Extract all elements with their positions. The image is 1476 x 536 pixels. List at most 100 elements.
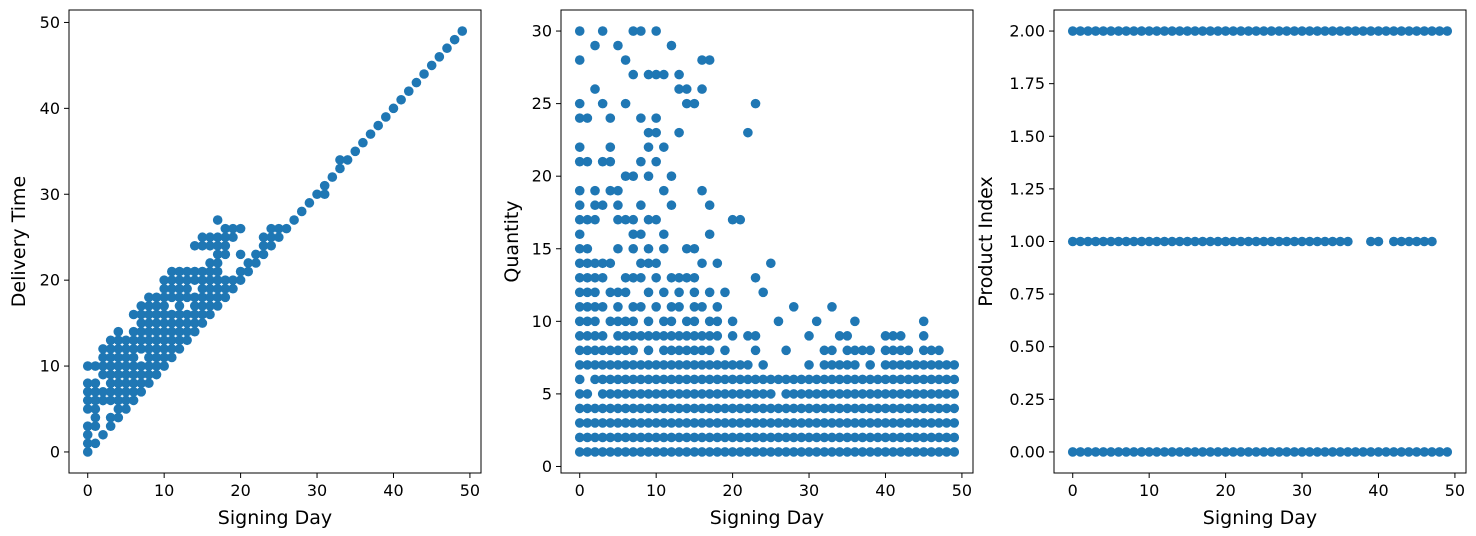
data-point [918,432,929,443]
data-point [1251,236,1261,247]
data-point [666,302,677,312]
data-point [128,326,139,337]
data-point [766,418,776,428]
data-point [403,86,414,96]
data-point [113,412,124,423]
x-axis-label: Signing Day [218,507,332,529]
data-point [590,185,600,196]
y-tick-label: 40 [40,99,60,118]
data-point [1098,447,1109,457]
data-point [934,447,944,457]
data-point [827,345,837,356]
data-point [1220,26,1231,36]
data-point [1327,447,1338,457]
data-point [266,232,276,243]
data-point [121,344,131,354]
data-point [1304,236,1315,247]
data-point [358,137,368,148]
scatter-panel-product-index: 0 10 20 30 40 50 0.00 0.25 0.50 0.75 1.00 1.25 1.50 1… [975,9,1467,529]
data-point [659,185,669,196]
data-point [151,326,162,337]
data-point [205,283,215,294]
y-tick-label: 0.00 [1009,442,1045,461]
data-point [620,447,631,457]
data-point [819,360,830,370]
data-point [666,171,677,181]
data-point [128,378,139,389]
data-point [796,403,807,414]
data-point [228,223,238,234]
data-point [712,447,723,457]
data-point [712,403,723,414]
y-tick-label: 25 [532,94,552,113]
data-point [574,55,585,65]
data-point [1366,447,1376,457]
data-point [704,418,715,428]
data-point [342,155,353,165]
data-point [1083,236,1093,247]
data-point [151,318,162,328]
data-point [949,432,960,443]
data-point [335,155,345,165]
data-point [651,302,661,312]
data-point [113,404,124,414]
data-point [888,374,898,385]
data-point [766,374,776,385]
data-point [880,374,891,385]
data-point [697,258,707,269]
data-point [689,243,700,254]
data-point [620,432,631,443]
data-point [697,389,707,399]
data-point [796,389,807,399]
data-point [681,418,692,428]
data-point [1067,26,1078,36]
data-point [704,345,715,356]
data-point [434,52,445,62]
data-point [582,287,593,298]
data-point [144,309,154,320]
data-point [1266,447,1277,457]
data-point [1442,447,1453,457]
data-point [235,249,246,260]
data-point [1213,236,1223,247]
data-point [212,266,223,277]
scatter-panel-quantity: 0 10 20 30 40 50 0 5 10 15 20 25 30 Signing Day Quanti… [501,9,974,529]
data-point [113,378,124,389]
data-point [811,316,822,327]
data-point [750,389,761,399]
data-point [159,361,169,371]
data-point [1388,236,1399,247]
data-point [613,374,623,385]
data-point [582,418,593,428]
data-point [643,171,654,181]
data-point [1129,236,1139,247]
data-point [666,418,677,428]
data-point [574,331,585,341]
data-point [735,214,746,225]
data-point [811,403,822,414]
data-point [235,223,246,234]
data-point [697,331,707,341]
data-point [266,240,276,251]
data-point [1289,236,1300,247]
data-point [628,432,639,443]
data-point [582,316,593,327]
data-point [674,389,684,399]
data-point [597,345,608,356]
data-point [597,374,608,385]
data-point [628,229,639,240]
data-point [651,389,661,399]
data-point [151,361,162,371]
plot-frame [68,9,482,474]
data-point [819,345,830,356]
data-point [674,374,684,385]
data-point [136,309,147,320]
data-point [1174,236,1185,247]
data-point [643,69,654,80]
data-point [182,283,192,294]
data-point [1197,447,1208,457]
data-point [689,432,700,443]
data-point [727,214,738,225]
data-point [105,352,116,363]
data-point [1427,447,1437,457]
